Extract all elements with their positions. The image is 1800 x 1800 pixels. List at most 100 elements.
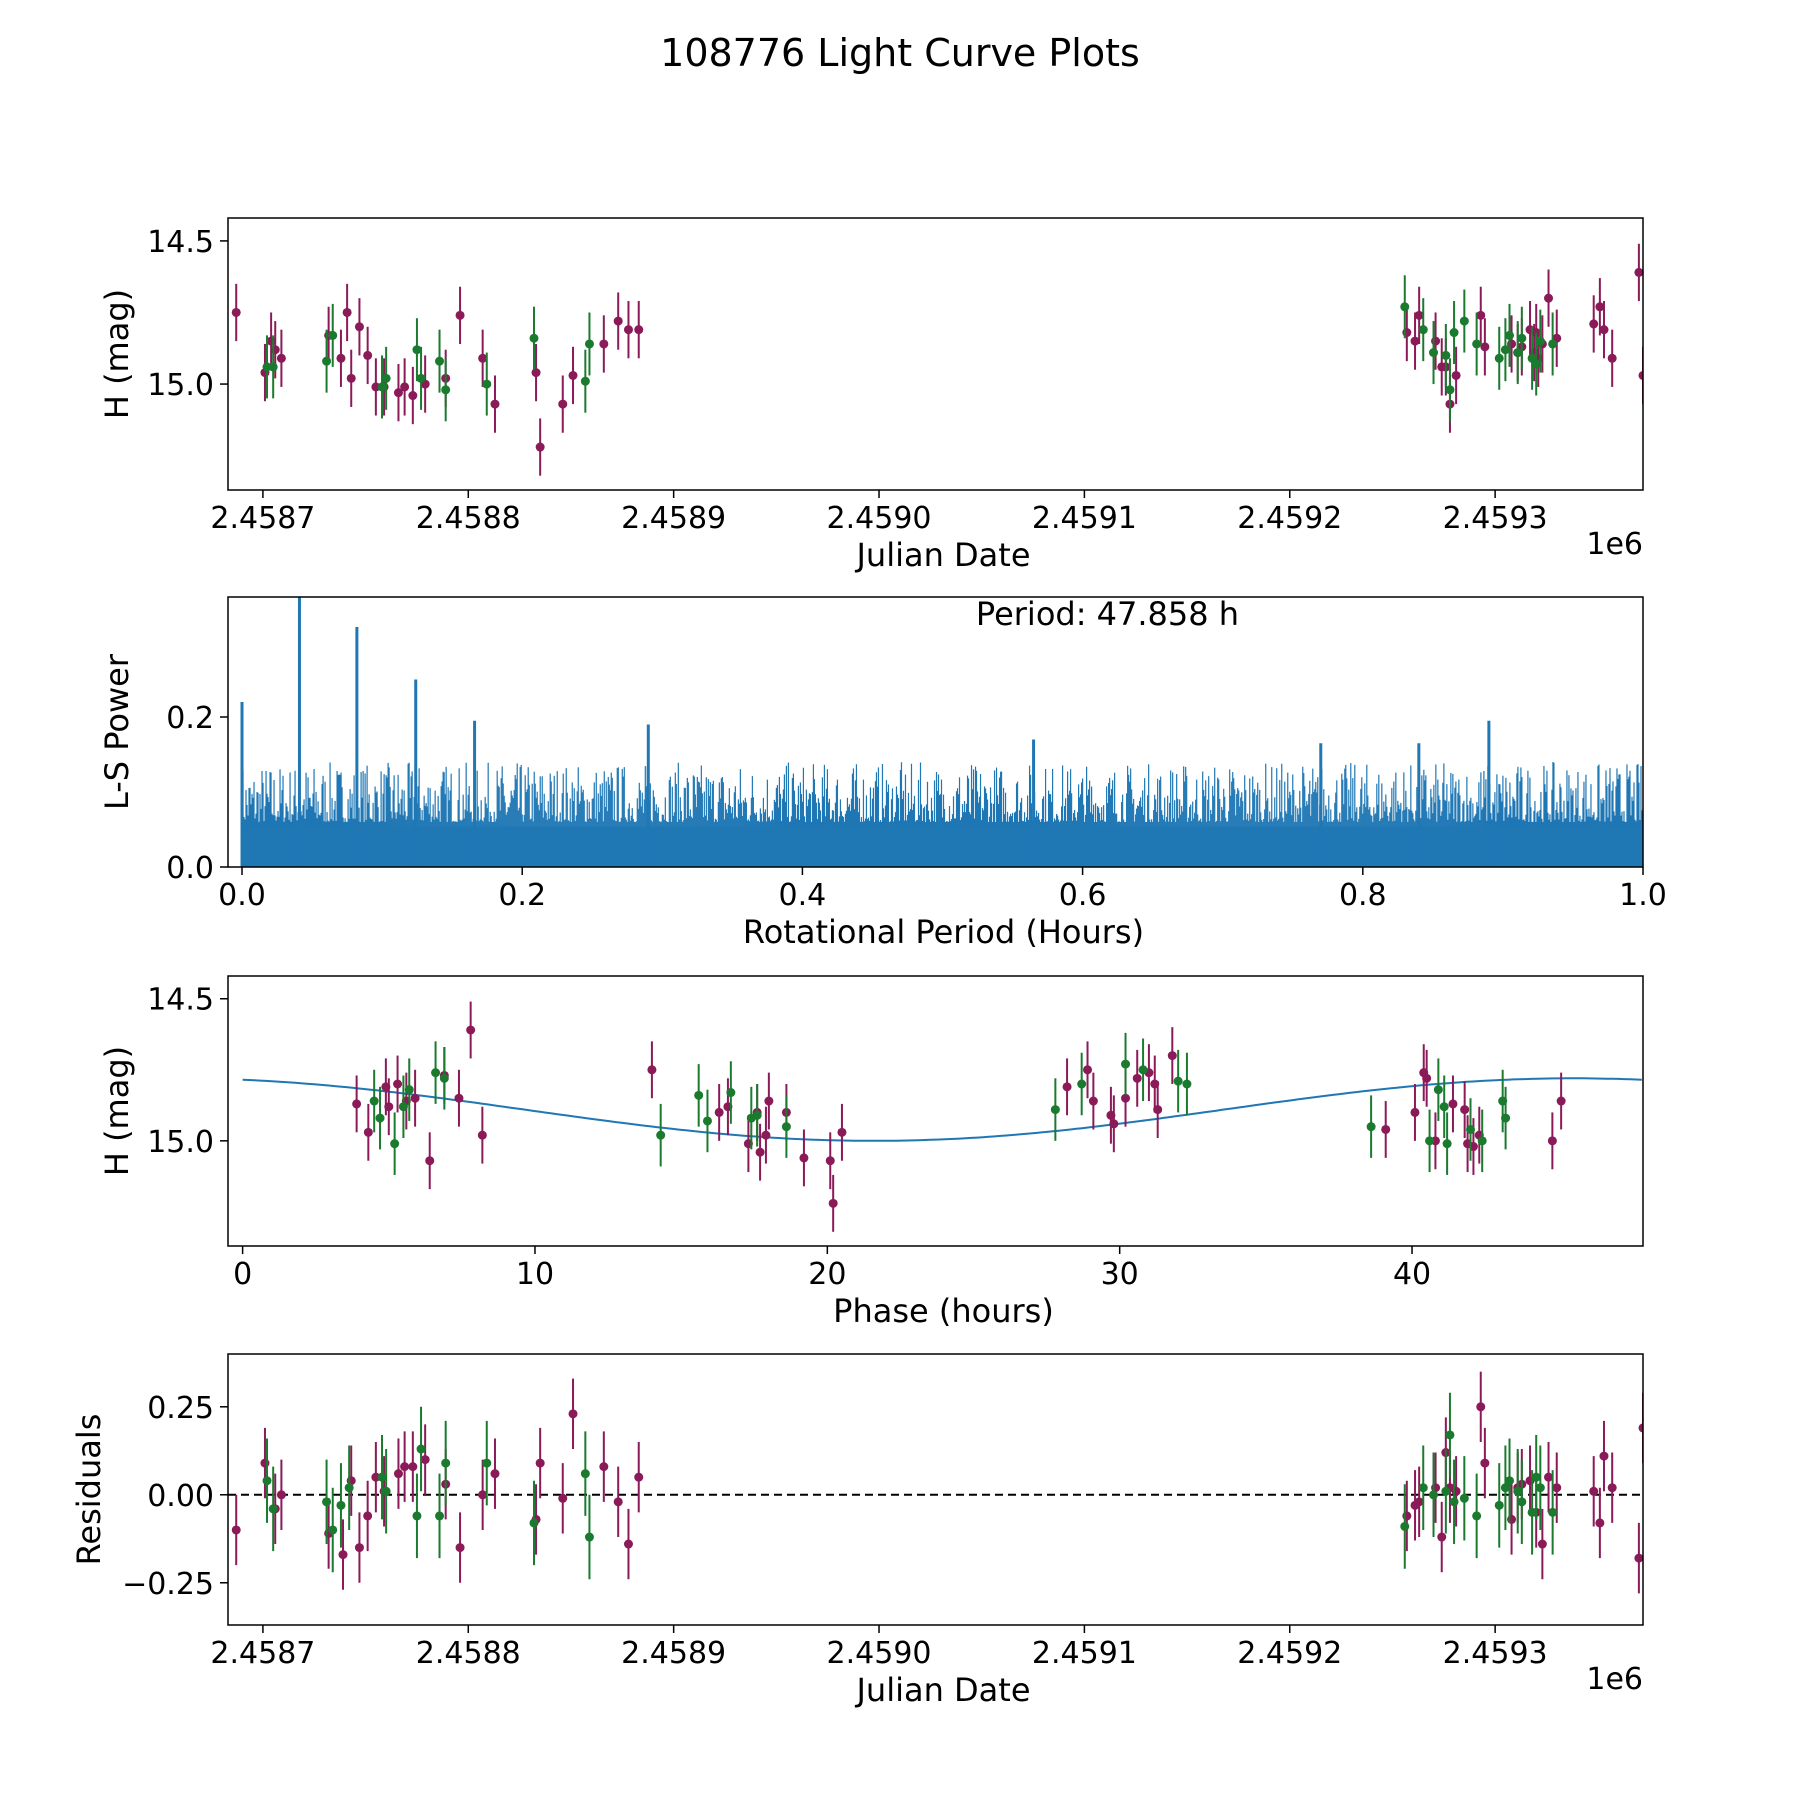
data-point bbox=[377, 1472, 387, 1482]
data-point bbox=[1077, 1079, 1087, 1089]
data-point bbox=[346, 373, 356, 383]
data-point bbox=[1109, 1119, 1119, 1129]
data-point bbox=[1607, 353, 1617, 363]
plot-area bbox=[231, 243, 1643, 476]
y-tick-label: 0.0 bbox=[166, 851, 214, 886]
data-point bbox=[377, 382, 387, 392]
y-tick-label: 14.5 bbox=[147, 225, 214, 260]
data-point bbox=[1460, 1105, 1470, 1115]
x-tick-label: 0.2 bbox=[498, 878, 546, 913]
data-point bbox=[371, 382, 381, 392]
data-point bbox=[702, 1116, 712, 1126]
data-point bbox=[381, 1486, 391, 1496]
data-point bbox=[764, 1096, 774, 1106]
data-point bbox=[322, 356, 332, 366]
x-tick-label: 2.4592 bbox=[1237, 1636, 1342, 1671]
y-axis-label: H (mag) bbox=[98, 289, 136, 419]
x-tick-label: 2.4590 bbox=[827, 501, 932, 536]
data-point bbox=[825, 1156, 835, 1166]
data-point bbox=[408, 1462, 418, 1472]
data-point bbox=[1494, 353, 1504, 363]
data-point bbox=[322, 1497, 332, 1507]
data-point bbox=[260, 1458, 270, 1468]
data-point bbox=[1544, 293, 1554, 303]
data-point bbox=[482, 1458, 492, 1468]
data-point bbox=[599, 339, 609, 349]
data-point bbox=[478, 353, 488, 363]
data-point bbox=[1400, 1521, 1410, 1531]
data-point bbox=[1441, 1486, 1451, 1496]
x-tick-label: 0.4 bbox=[779, 878, 827, 913]
data-point bbox=[398, 1102, 408, 1112]
data-point bbox=[1441, 350, 1451, 360]
data-point bbox=[1517, 333, 1527, 343]
data-point bbox=[371, 1472, 381, 1482]
data-point bbox=[1505, 330, 1515, 340]
data-point bbox=[1607, 1483, 1617, 1493]
data-point bbox=[1476, 310, 1486, 320]
figure-title: 108776 Light Curve Plots bbox=[660, 31, 1140, 75]
data-point bbox=[1173, 1076, 1183, 1086]
data-point bbox=[1472, 339, 1482, 349]
y-tick-label: 15.0 bbox=[147, 368, 214, 403]
data-point bbox=[1445, 1430, 1455, 1440]
x-tick-label: 10 bbox=[516, 1257, 554, 1292]
data-point bbox=[1138, 1065, 1148, 1075]
data-point bbox=[400, 1462, 410, 1472]
data-point bbox=[328, 330, 338, 340]
period-annotation: Period: 47.858 h bbox=[976, 595, 1239, 633]
data-point bbox=[558, 1493, 568, 1503]
data-point bbox=[1439, 1102, 1449, 1112]
data-point bbox=[1182, 1079, 1192, 1089]
data-point bbox=[634, 1472, 644, 1482]
data-point bbox=[1547, 1136, 1557, 1146]
data-point bbox=[336, 353, 346, 363]
x-tick-label: 2.4587 bbox=[210, 501, 315, 536]
data-point bbox=[352, 1099, 362, 1109]
data-point bbox=[338, 1550, 348, 1560]
data-point bbox=[412, 1511, 422, 1521]
y-axis-label: L-S Power bbox=[98, 653, 136, 810]
data-point bbox=[1513, 1486, 1523, 1496]
x-tick-label: 1.0 bbox=[1619, 878, 1667, 913]
data-point bbox=[1418, 325, 1428, 335]
data-point bbox=[342, 307, 352, 317]
data-point bbox=[623, 325, 633, 335]
data-point bbox=[1517, 1497, 1527, 1507]
data-point bbox=[408, 391, 418, 401]
y-tick-label: 0.25 bbox=[147, 1391, 214, 1426]
data-point bbox=[431, 1068, 441, 1078]
data-point bbox=[328, 1525, 338, 1535]
data-point bbox=[752, 1110, 762, 1120]
data-point bbox=[1050, 1105, 1060, 1115]
data-point bbox=[1448, 1099, 1458, 1109]
data-point bbox=[1500, 345, 1510, 355]
data-point bbox=[1537, 1539, 1547, 1549]
x-tick-label: 2.4593 bbox=[1443, 1636, 1548, 1671]
data-point bbox=[1527, 1507, 1537, 1517]
data-point bbox=[535, 442, 545, 452]
data-point bbox=[580, 376, 590, 386]
data-point bbox=[755, 1147, 765, 1157]
data-point bbox=[1132, 1073, 1142, 1083]
data-point bbox=[1433, 1085, 1443, 1095]
data-point bbox=[1418, 1483, 1428, 1493]
data-point bbox=[781, 1122, 791, 1132]
data-point bbox=[1121, 1093, 1131, 1103]
data-point bbox=[1429, 348, 1439, 358]
data-point bbox=[1599, 325, 1609, 335]
data-point bbox=[1476, 1402, 1486, 1412]
model-curve bbox=[242, 1077, 1642, 1142]
x-tick-label: 0.8 bbox=[1339, 878, 1387, 913]
data-point bbox=[268, 362, 278, 372]
x-tick-label: 2.4591 bbox=[1032, 1636, 1137, 1671]
data-point bbox=[1472, 1511, 1482, 1521]
data-point bbox=[568, 370, 578, 380]
data-point bbox=[455, 310, 465, 320]
plot-area bbox=[228, 1371, 1643, 1594]
data-point bbox=[1595, 1518, 1605, 1528]
axes-frame bbox=[227, 975, 1644, 1247]
data-point bbox=[1507, 1514, 1517, 1524]
x-axis-label: Julian Date bbox=[854, 1671, 1030, 1709]
data-point bbox=[400, 382, 410, 392]
